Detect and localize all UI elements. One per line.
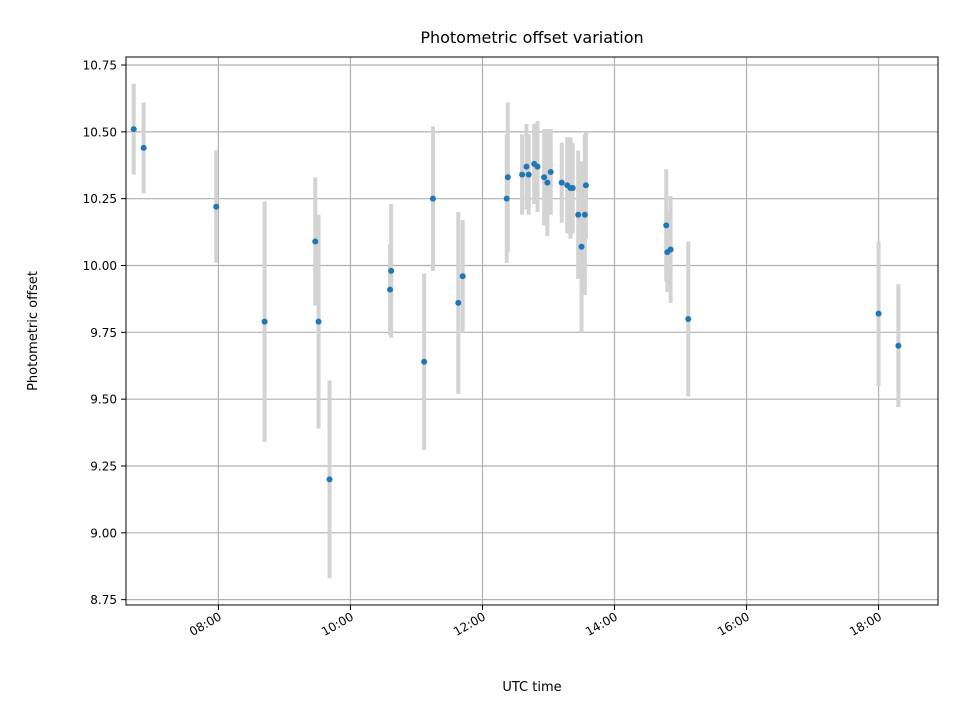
data-point <box>581 211 588 218</box>
data-point <box>503 195 510 202</box>
data-point <box>667 246 674 253</box>
y-axis-label: Photometric offset <box>26 271 41 391</box>
data-point <box>558 179 565 186</box>
data-point <box>578 243 585 250</box>
data-point <box>429 195 436 202</box>
y-tick-label: 10.50 <box>83 125 117 139</box>
y-tick-label: 9.50 <box>90 393 117 407</box>
data-point <box>547 168 554 175</box>
data-point <box>213 203 220 210</box>
y-tick-label: 9.00 <box>90 526 117 540</box>
data-point <box>663 222 670 229</box>
data-point <box>261 318 268 325</box>
data-point <box>459 273 466 280</box>
data-point <box>895 342 902 349</box>
grid-lines <box>126 57 938 605</box>
data-point <box>504 174 511 181</box>
data-point <box>523 163 530 170</box>
data-point <box>875 310 882 317</box>
data-point <box>534 163 541 170</box>
x-axis-label: UTC time <box>502 680 561 695</box>
data-point <box>421 358 428 365</box>
data-point <box>685 315 692 322</box>
data-point <box>525 171 532 178</box>
data-point <box>455 299 462 306</box>
y-tick-label: 10.00 <box>83 259 117 273</box>
data-point <box>575 211 582 218</box>
y-tick-label: 10.25 <box>83 192 117 206</box>
data-point <box>312 238 319 245</box>
y-tick-label: 9.75 <box>90 326 117 340</box>
data-point <box>326 476 333 483</box>
y-tick-label: 9.25 <box>90 459 117 473</box>
data-point <box>388 267 395 274</box>
data-point <box>519 171 526 178</box>
data-point <box>130 126 137 133</box>
data-point <box>569 184 576 191</box>
data-point <box>315 318 322 325</box>
data-points <box>130 126 902 483</box>
y-tick-label: 8.75 <box>90 593 117 607</box>
plot-frame <box>125 56 939 606</box>
data-point <box>582 182 589 189</box>
data-point <box>140 144 147 151</box>
chart-title: Photometric offset variation <box>420 28 643 47</box>
data-point <box>541 174 548 181</box>
data-point <box>387 286 394 293</box>
data-point <box>544 179 551 186</box>
y-tick-label: 10.75 <box>83 59 117 73</box>
y-axis-ticks: 8.75 9.00 9.25 9.50 9.75 10.00 10.25 10.50 10.75 <box>83 59 126 607</box>
